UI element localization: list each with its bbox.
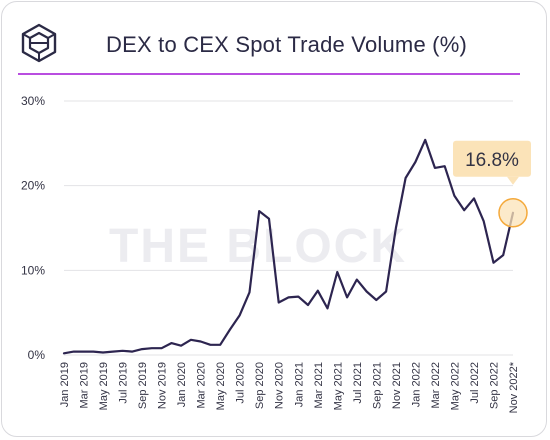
y-tick-label: 0% [28,348,46,362]
x-tick-label: May 2022 [449,362,461,410]
y-axis-ticks: 0% 10% 20% 30% [21,94,45,362]
x-tick-label: Mar 2022 [430,362,442,408]
x-tick-label: Nov 2019 [157,362,169,409]
x-tick-label: Jul 2020 [235,362,247,404]
callout-pointer [507,176,519,185]
title-divider [18,73,520,75]
x-tick-label: Mar 2020 [196,362,208,408]
x-tick-label: Nov 2020 [274,362,286,409]
chart-title: DEX to CEX Spot Trade Volume (%) [106,32,467,57]
y-tick-label: 30% [21,94,45,108]
value-callout: 16.8% [453,140,531,228]
x-tick-label: Mar 2019 [79,362,91,408]
callout-box [453,140,531,177]
x-tick-label: Jul 2021 [352,362,364,404]
y-tick-label: 20% [21,179,45,193]
x-tick-label: Nov 2022* [508,361,520,413]
x-tick-label: Jan 2022 [410,362,422,407]
y-tick-label: 10% [21,263,45,277]
callout-marker [498,198,528,228]
x-tick-label: Sep 2019 [137,362,149,409]
grid-lines [64,100,513,356]
x-tick-label: Nov 2021 [391,362,403,409]
series-line [62,138,515,355]
x-axis-ticks: Jan 2019 Mar 2019 May 2019 Jul 2019 Sep 2019… [59,361,520,413]
the-block-logo-icon [21,23,57,63]
x-tick-label: Sep 2021 [371,362,383,409]
x-tick-label: Jan 2020 [176,362,188,407]
x-tick-label: Jul 2022 [469,362,481,404]
x-tick-label: Sep 2020 [254,362,266,409]
x-tick-label: Sep 2022 [488,362,500,409]
x-tick-label: Mar 2021 [313,362,325,408]
x-tick-label: Jul 2019 [118,362,130,404]
x-tick-label: May 2019 [98,362,110,410]
x-tick-label: Jan 2019 [59,362,71,407]
callout-label: 16.8% [465,150,519,171]
x-tick-label: Jan 2021 [293,362,305,407]
x-tick-label: May 2021 [332,362,344,410]
x-tick-label: May 2020 [215,362,227,410]
